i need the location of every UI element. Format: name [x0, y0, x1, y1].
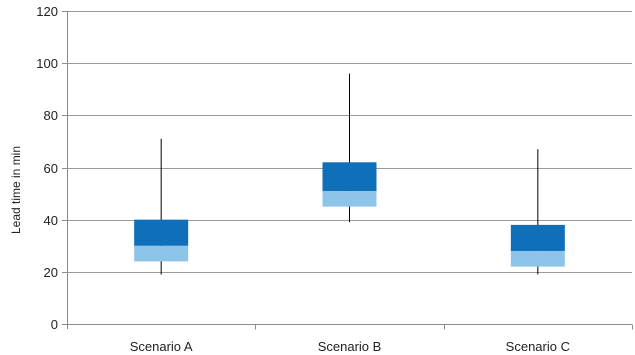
- upper-box-scenario-a: [134, 219, 189, 246]
- y-tick-label-120: 120: [36, 4, 58, 19]
- y-tick-label-40: 40: [44, 213, 58, 228]
- x-tick-label-scenario-a: Scenario A: [130, 339, 193, 354]
- upper-box-scenario-b: [322, 162, 377, 191]
- lower-box-scenario-a: [134, 245, 189, 262]
- lower-box-scenario-c: [510, 250, 565, 267]
- y-tick-label-100: 100: [36, 56, 58, 71]
- upper-box-scenario-c: [510, 224, 565, 251]
- axes: [62, 11, 633, 330]
- y-tick-label-0: 0: [51, 317, 58, 332]
- labels: 0 20 40 60 80 100 120 Scenario A Scenario B Scena…: [36, 4, 570, 354]
- x-tick-label-scenario-b: Scenario B: [318, 339, 382, 354]
- y-tick-label-20: 20: [44, 265, 58, 280]
- y-tick-label-60: 60: [44, 161, 58, 176]
- y-axis-title: Lead time in min: [9, 146, 23, 234]
- x-tick-label-scenario-c: Scenario C: [506, 339, 570, 354]
- boxes: [134, 73, 565, 275]
- y-tick-label-80: 80: [44, 108, 58, 123]
- lower-box-scenario-b: [322, 190, 377, 207]
